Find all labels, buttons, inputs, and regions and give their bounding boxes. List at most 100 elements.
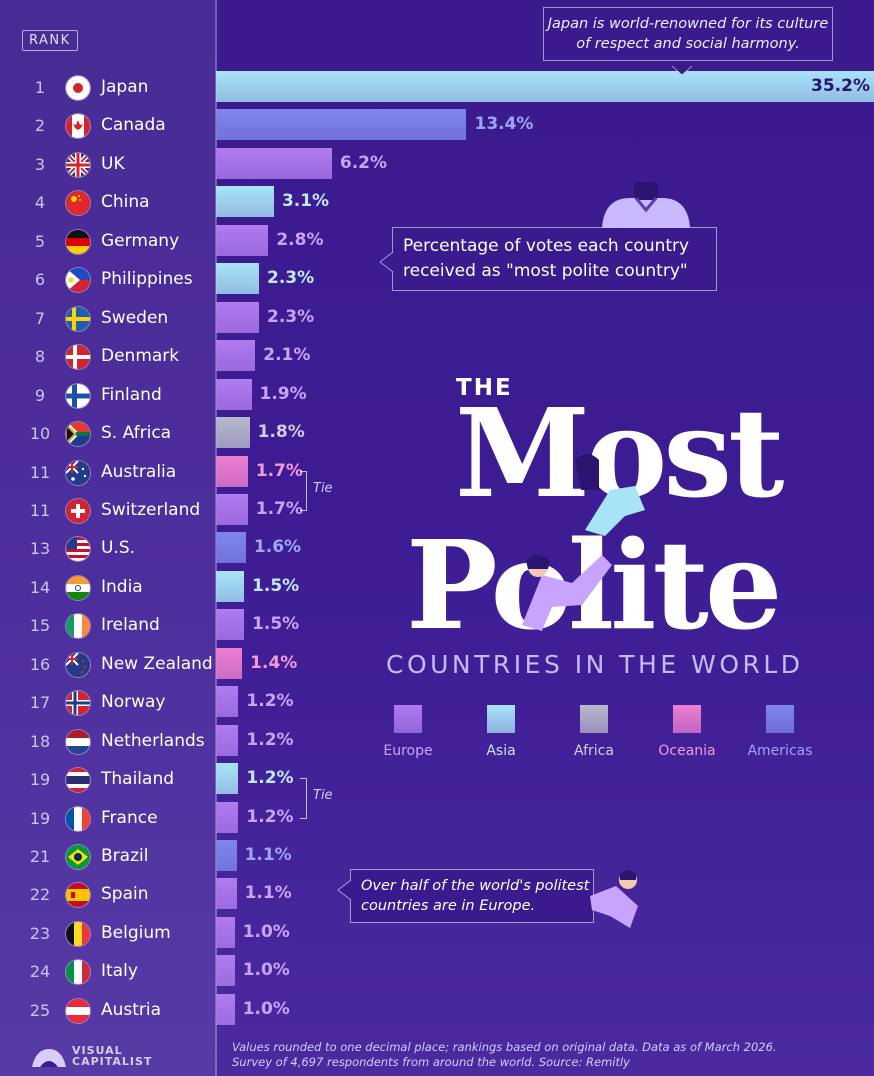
finland-flag-icon — [66, 383, 90, 408]
bar — [216, 763, 239, 795]
bar — [216, 186, 274, 218]
logo-text-capitalist: CAPITALIST — [72, 1055, 153, 1068]
chart-subtitle: COUNTRIES IN THE WORLD — [386, 650, 804, 679]
australia-flag-icon — [66, 460, 90, 485]
legend-item-americas: Americas — [740, 705, 820, 759]
bar — [216, 686, 239, 718]
value-label: 1.5% — [252, 614, 300, 635]
rank-number: 25 — [29, 1000, 51, 1020]
country-name: France — [101, 807, 158, 828]
visual-capitalist-logo: VISUAL CAPITALIST — [30, 1043, 151, 1073]
rank-number: 16 — [29, 654, 51, 674]
legend-item-asia: Asia — [461, 705, 541, 759]
value-label: 2.3% — [266, 268, 315, 289]
legend-label: Africa — [574, 743, 614, 759]
value-label: 3.1% — [281, 191, 330, 212]
bar — [216, 493, 248, 525]
country-name: Italy — [101, 961, 138, 982]
chart-row: 3 UK 6.2% — [0, 145, 874, 183]
country-name: Germany — [101, 230, 180, 251]
bar — [216, 955, 235, 987]
country-name: Sweden — [101, 307, 169, 328]
japan-flag-icon — [66, 76, 90, 100]
value-label: 1.2% — [246, 806, 294, 827]
tie-label: Tie — [313, 480, 333, 496]
country-name: Japan — [101, 77, 149, 97]
country-name: China — [101, 192, 150, 213]
rank-number: 14 — [29, 577, 51, 597]
country-name: UK — [101, 153, 125, 174]
bar — [216, 378, 252, 410]
tie-bracket — [300, 470, 307, 511]
reclining-figure-illustration — [522, 555, 612, 631]
bar — [216, 109, 467, 141]
bar — [216, 570, 245, 602]
legend-item-oceania: Oceania — [647, 705, 727, 759]
rank-number: 2 — [34, 116, 46, 136]
value-label: 1.4% — [250, 652, 298, 673]
us-flag-icon — [66, 537, 90, 562]
rank-number: 19 — [29, 808, 51, 828]
country-name: New Zealand — [101, 653, 213, 674]
country-name: Switzerland — [101, 499, 201, 520]
value-label: 1.6% — [253, 537, 302, 558]
chart-row: 4 China 3.1% — [0, 183, 874, 221]
value-label: 1.5% — [252, 575, 300, 596]
country-name: Denmark — [101, 346, 180, 367]
italy-flag-icon — [66, 960, 90, 985]
rank-number: 6 — [34, 270, 46, 290]
value-label: 1.0% — [242, 960, 290, 981]
legend-label: Asia — [486, 743, 516, 759]
chart-row: 15 Ireland 1.5% — [0, 606, 874, 644]
legend-swatch — [580, 705, 608, 733]
country-name: S. Africa — [101, 423, 172, 444]
rank-number: 10 — [29, 424, 51, 444]
value-label: 2.1% — [263, 345, 311, 366]
country-name: Australia — [101, 461, 177, 482]
legend-item-europe: Europe — [368, 705, 448, 759]
chart-row: 16 New Zealand 1.4% — [0, 645, 874, 683]
bowing-figure-illustration — [590, 870, 638, 928]
rank-number: 1 — [34, 78, 46, 97]
brazil-flag-icon — [66, 845, 90, 869]
switzerland-flag-icon — [66, 498, 90, 523]
chart-row: 7 Sweden 2.3% — [0, 299, 874, 337]
norway-flag-icon — [66, 691, 90, 716]
bar — [216, 647, 243, 679]
chart-row: 25 Austria 1.0% — [0, 991, 874, 1029]
chart-row: 9 Finland 1.9% — [0, 376, 874, 414]
rank-number: 18 — [29, 731, 51, 751]
legend-label: Oceania — [658, 743, 716, 759]
country-name: Spain — [101, 884, 149, 905]
footnote-line-1: Values rounded to one decimal place; ran… — [232, 1040, 777, 1054]
chart-row: 11 Australia 1.7% — [0, 453, 874, 491]
japan-callout-pointer — [672, 66, 692, 76]
value-label: 35.2% — [811, 76, 870, 96]
europe-callout: Over half of the world's politest countr… — [350, 869, 594, 923]
value-label: 6.2% — [339, 152, 388, 173]
bar — [216, 301, 259, 333]
chart-row: 21 Brazil 1.1% — [0, 837, 874, 875]
rank-number: 8 — [34, 347, 46, 367]
bar — [216, 801, 239, 833]
canada-flag-icon — [66, 114, 90, 139]
legend-swatch — [673, 705, 701, 733]
bar — [216, 609, 245, 641]
rank-number: 17 — [29, 693, 51, 713]
value-label: 1.2% — [246, 691, 294, 712]
title-the: THE — [456, 375, 513, 401]
japan-callout: Japan is world-renowned for its culture … — [543, 7, 833, 61]
value-label: 2.8% — [276, 229, 324, 250]
rank-number: 19 — [29, 770, 51, 790]
chart-row: 2 Canada 13.4% — [0, 106, 874, 144]
chart-row: 8 Denmark 2.1% — [0, 337, 874, 375]
chart-row: 1 Japan 35.2% — [0, 68, 874, 106]
rank-number: 21 — [29, 847, 51, 866]
value-label: 1.8% — [257, 422, 305, 443]
country-name: Austria — [101, 999, 162, 1020]
rank-header: RANK — [22, 30, 78, 51]
value-label: 1.2% — [246, 768, 294, 789]
person-illustration — [602, 182, 690, 228]
netherlands-flag-icon — [66, 729, 90, 754]
value-label: 1.0% — [242, 921, 290, 942]
